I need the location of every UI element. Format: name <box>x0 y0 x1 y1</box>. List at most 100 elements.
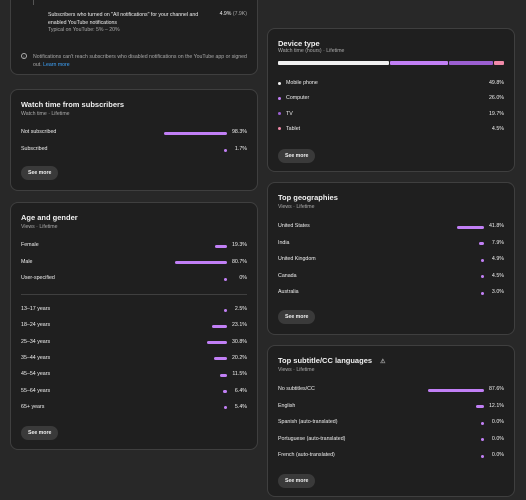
warning-icon[interactable]: ⚠ <box>380 359 386 365</box>
subtitle-language-bar-track <box>420 421 484 425</box>
geography-label: India <box>278 239 290 246</box>
geography-row: Australia 3.0% <box>278 288 504 298</box>
watch-time-row: Not subscribed 98.3% <box>21 128 247 138</box>
geography-value: 4.5% <box>491 272 504 279</box>
subtitle-language-row: English 12.1% <box>278 402 504 412</box>
subtitle-language-bar-track <box>420 405 484 408</box>
age-bar <box>212 324 227 328</box>
age-row: 13–17 years 2.5% <box>21 305 247 315</box>
geography-label: United Kingdom <box>278 256 316 262</box>
age-value: 30.8% <box>231 338 247 345</box>
age-bar <box>224 308 227 312</box>
gender-value: 19.3% <box>231 242 247 248</box>
device-value: 26.0% <box>488 95 504 102</box>
age-gender-title: Age and gender <box>21 213 78 222</box>
subtitle-language-bar <box>481 438 484 441</box>
geography-bar-track <box>420 242 484 245</box>
age-row: 55–64 years 6.4% <box>21 387 247 397</box>
gender-row: User-specified 0% <box>21 274 247 284</box>
geography-bar-track <box>420 275 484 278</box>
subtitles-card: Top subtitle/CC languages ⚠ Views · Life… <box>267 345 515 497</box>
gender-value: 0% <box>239 275 247 281</box>
gender-bar-track <box>163 244 227 248</box>
subtitle-language-bar <box>481 421 484 425</box>
notifications-percent: 4.9% <box>219 11 232 17</box>
subtitle-language-label: Portuguese (auto-translated) <box>278 435 346 442</box>
gender-bar <box>175 261 227 264</box>
gender-bar-track <box>163 277 227 281</box>
age-label: 45–54 years <box>21 371 51 378</box>
device-stack-segment <box>449 61 493 65</box>
notifications-note-text: Notifications can't reach subscribers wh… <box>33 54 247 68</box>
legend-dot-icon <box>278 112 281 116</box>
subtitles-see-more-button[interactable]: See more <box>278 474 316 488</box>
device-stack-segment <box>390 61 449 65</box>
device-value: 4.5% <box>491 125 504 132</box>
learn-more-link[interactable]: Learn more <box>43 62 70 68</box>
gender-bar <box>214 244 227 248</box>
gender-label: User-specified <box>21 275 55 281</box>
geography-bar <box>457 225 484 229</box>
age-bar <box>207 341 227 345</box>
notifications-note: Notifications can't reach subscribers wh… <box>33 53 253 69</box>
watch-time-subtitle: Watch time · Lifetime <box>21 111 70 117</box>
watch-time-row: Subscribed 1.7% <box>21 145 247 155</box>
geography-label: Australia <box>278 289 299 295</box>
geographies-card: Top geographies Views · Lifetime United … <box>267 182 515 335</box>
legend-dot-icon <box>278 96 281 100</box>
watch-time-value: 98.3% <box>231 129 247 135</box>
device-type-title: Device type <box>278 39 320 48</box>
age-bar-track <box>163 357 227 361</box>
notifications-card: Subscribers who turned on "All notificat… <box>10 0 258 75</box>
device-row: Computer 26.0% <box>278 94 504 104</box>
age-value: 23.1% <box>231 322 247 329</box>
notifications-value: 4.9% (7.9K) <box>220 11 247 17</box>
age-bar-track <box>163 324 227 328</box>
device-type-subtitle: Watch time (hours) · Lifetime <box>278 48 345 54</box>
device-label: TV <box>286 110 293 117</box>
subtitles-title: Top subtitle/CC languages ⚠ <box>278 356 386 365</box>
age-label: 13–17 years <box>21 306 51 312</box>
watch-time-bar-track <box>163 131 227 135</box>
geography-bar <box>478 242 484 245</box>
gender-bar <box>224 277 227 281</box>
geography-value: 3.0% <box>491 289 504 295</box>
watch-time-bar-track <box>163 148 227 152</box>
gender-bar-track <box>163 261 227 264</box>
age-label: 18–24 years <box>21 322 51 329</box>
device-label: Mobile phone <box>286 80 318 86</box>
subtitle-language-bar-track <box>420 438 484 441</box>
age-bar-track <box>163 406 227 410</box>
geography-label: Canada <box>278 272 297 279</box>
subtitle-language-label: English <box>278 402 296 409</box>
subtitle-language-value: 0.0% <box>491 419 504 425</box>
watch-time-bar <box>164 131 227 135</box>
device-row: Tablet 4.5% <box>278 125 504 135</box>
age-bar <box>223 406 227 410</box>
geography-row: United States 41.8% <box>278 222 504 232</box>
age-value: 11.5% <box>232 371 247 378</box>
geographies-subtitle: Views · Lifetime <box>278 204 315 210</box>
geography-value: 4.9% <box>491 256 504 262</box>
age-bar <box>222 390 227 393</box>
watch-time-see-more-button[interactable]: See more <box>21 166 59 180</box>
age-label: 55–64 years <box>21 387 51 394</box>
age-gender-card: Age and gender Views · Lifetime Female 19… <box>10 202 258 450</box>
age-label: 35–44 years <box>21 354 51 361</box>
geography-bar-track <box>420 291 484 295</box>
device-stack-segment <box>493 61 504 65</box>
device-label: Computer <box>286 95 310 102</box>
geographies-see-more-button[interactable]: See more <box>278 310 316 324</box>
age-gender-see-more-button[interactable]: See more <box>21 426 59 440</box>
geographies-title: Top geographies <box>278 193 338 202</box>
age-value: 6.4% <box>234 387 247 394</box>
device-type-see-more-button[interactable]: See more <box>278 149 316 163</box>
subtitles-title-text: Top subtitle/CC languages <box>278 356 373 365</box>
subtitle-language-row: French (auto-translated) 0.0% <box>278 451 504 461</box>
age-row: 18–24 years 23.1% <box>21 321 247 331</box>
age-label: 65+ years <box>21 403 45 410</box>
info-icon: i <box>21 53 27 59</box>
geography-bar <box>481 291 484 295</box>
age-bar <box>214 357 227 361</box>
watch-time-title: Watch time from subscribers <box>21 100 125 109</box>
